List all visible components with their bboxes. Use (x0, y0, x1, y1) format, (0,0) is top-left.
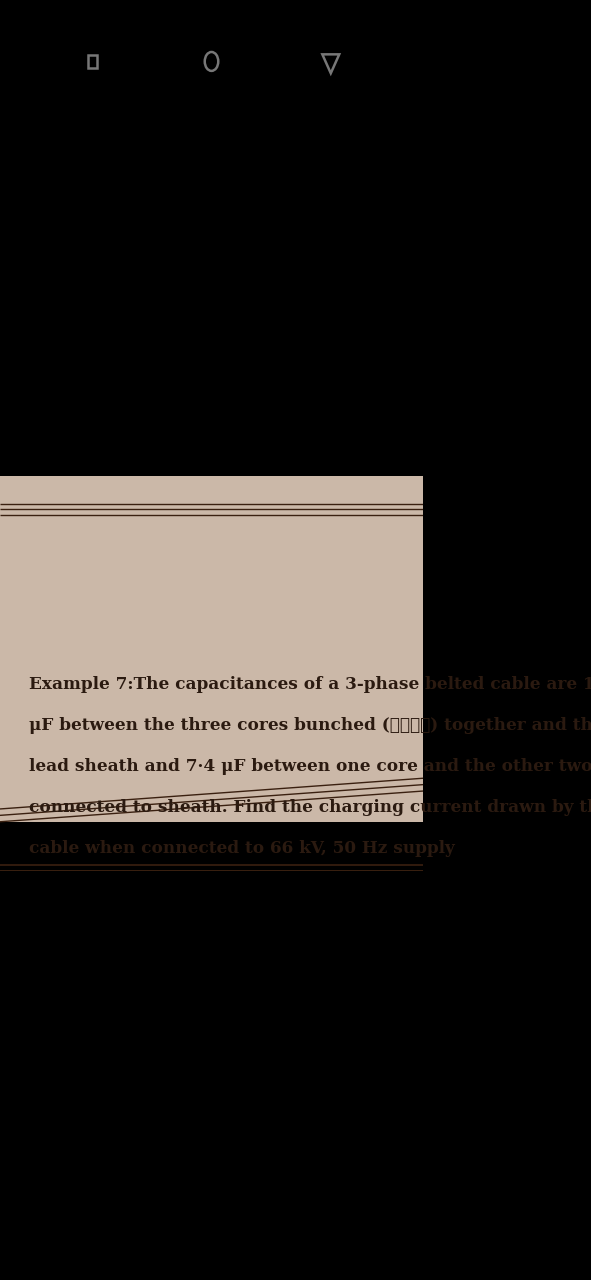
Text: connected to sheath. Find the charging current drawn by the: connected to sheath. Find the charging c… (29, 799, 591, 815)
Text: μF between the three cores bunched (حزمة) together and the: μF between the three cores bunched (حزمة… (29, 717, 591, 733)
Text: lead sheath and 7·4 μF between one core and the other two: lead sheath and 7·4 μF between one core … (29, 758, 591, 774)
Text: cable when connected to 66 kV, 50 Hz supply: cable when connected to 66 kV, 50 Hz sup… (29, 840, 454, 856)
Bar (0, 476, 423, 822)
Text: Example 7:The capacitances of a 3-phase belted cable are 12·6: Example 7:The capacitances of a 3-phase … (29, 676, 591, 692)
Bar (87, 55, 97, 68)
